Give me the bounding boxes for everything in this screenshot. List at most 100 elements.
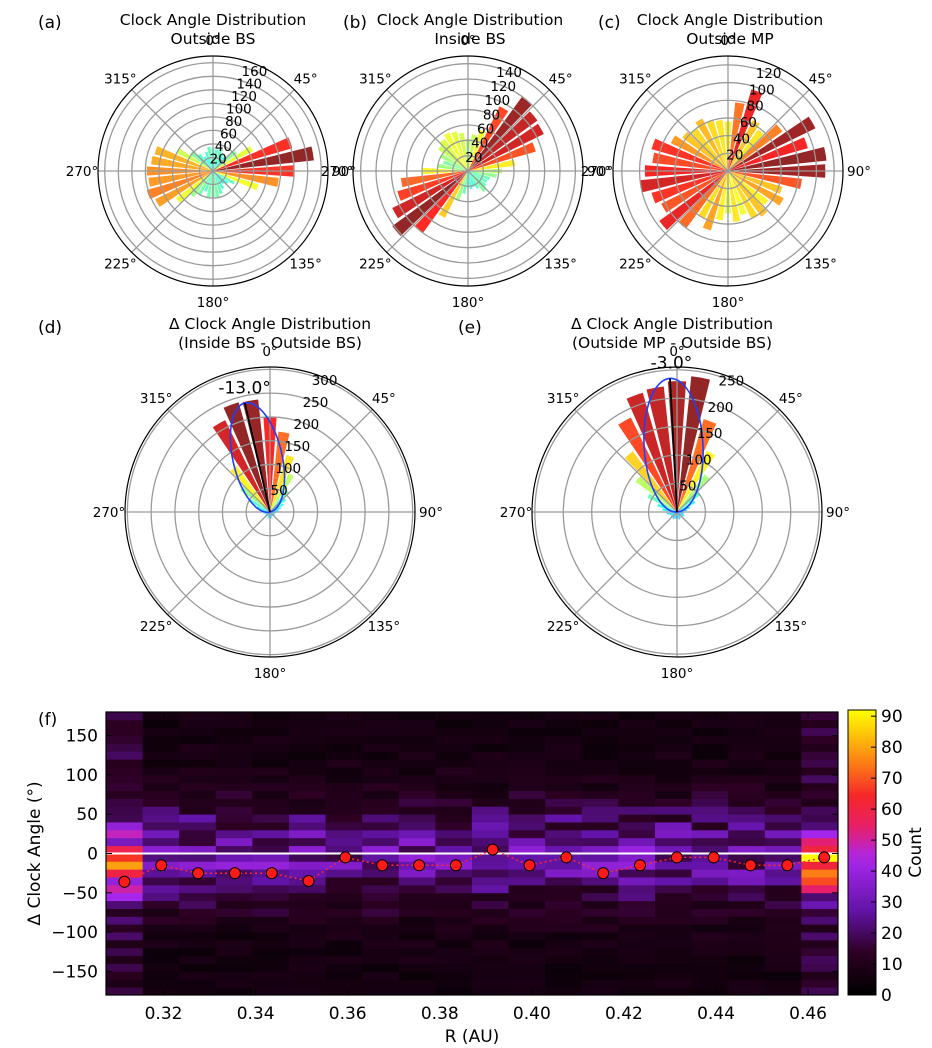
heatmap-cell — [801, 963, 839, 972]
polar-bar — [462, 171, 468, 194]
heatmap-cell — [508, 877, 546, 886]
heatmap-cell — [435, 924, 473, 933]
heatmap-cell — [398, 806, 436, 815]
heatmap-cell — [508, 892, 546, 902]
median-point — [523, 859, 536, 872]
colorbar-tick-label: 20 — [881, 924, 903, 944]
panel-title: Outside MP — [686, 30, 774, 48]
grid-spoke — [167, 409, 271, 513]
polar-bar — [728, 171, 783, 194]
heatmap-cell — [728, 743, 766, 752]
heatmap-cell — [801, 735, 839, 744]
colorbar-tick-label: 10 — [881, 955, 903, 975]
theta-label: 45° — [294, 71, 318, 87]
heatmap-cell — [655, 814, 692, 823]
heatmap-cell — [325, 774, 363, 784]
heatmap-cell — [618, 932, 656, 941]
heatmap-cell — [252, 979, 290, 988]
polar-bar — [249, 499, 270, 512]
polar-bar — [213, 149, 219, 171]
polar-bar — [677, 474, 710, 512]
panel-letter: (a) — [38, 13, 62, 33]
theta-label: 90° — [847, 164, 871, 180]
heatmap-cell — [691, 884, 729, 894]
heatmap-cell — [398, 939, 436, 949]
x-axis-label: R (AU) — [445, 1027, 500, 1047]
median-point — [192, 867, 205, 880]
heatmap-cell — [252, 955, 290, 964]
heatmap-cell — [435, 845, 473, 854]
heatmap-cell — [106, 759, 143, 768]
heatmap-cell — [215, 916, 253, 925]
heatmap-cell — [801, 837, 839, 847]
heatmap-cell — [655, 798, 692, 807]
panel-letter: (b) — [343, 13, 367, 33]
heatmap-cell — [764, 735, 802, 744]
heatmap-cell — [252, 892, 290, 902]
heatmap-cell — [581, 853, 619, 862]
heatmap-cell — [362, 759, 400, 768]
median-trend-line — [124, 848, 825, 883]
r-tick-label: 20 — [726, 148, 743, 164]
heatmap-cell — [691, 798, 729, 807]
heatmap-cell — [618, 822, 656, 831]
heatmap-cell — [691, 861, 729, 870]
heatmap-cell — [106, 884, 143, 894]
heatmap-panel: 0.32 0.34 0.36 0.38 0.40 0.42 0.44 0.46 −150 −100… — [25, 707, 926, 1047]
r-tick-label: 50 — [679, 479, 696, 495]
heatmap-cell — [508, 916, 546, 925]
heatmap-cell — [325, 727, 363, 736]
heatmap-cell — [472, 735, 509, 744]
polar-bar — [669, 512, 677, 516]
polar-bar — [240, 486, 270, 512]
heatmap-cell — [106, 782, 143, 792]
r-tick-label: 120 — [231, 89, 257, 105]
median-point — [486, 843, 499, 856]
r-tick-label: 20 — [465, 150, 482, 166]
heatmap-cell — [545, 869, 583, 878]
x-tick-label: 0.44 — [697, 1004, 735, 1024]
heatmap-cell — [252, 971, 290, 980]
heatmap-cell — [142, 947, 180, 957]
heatmap-cell — [545, 845, 583, 854]
heatmap-cell — [398, 908, 436, 917]
polar-bar — [440, 153, 468, 171]
heatmap-cell — [618, 751, 656, 760]
heatmap-cell — [508, 751, 546, 760]
median-point — [449, 859, 462, 872]
panel-title: Inside BS — [434, 30, 505, 48]
heatmap-cell — [801, 719, 839, 729]
heatmap-cell — [289, 947, 326, 957]
heatmap-cell — [398, 837, 436, 847]
heatmap-cell — [728, 916, 766, 925]
heatmap-cell — [215, 939, 253, 949]
median-point — [707, 851, 720, 864]
polar-bar — [468, 123, 544, 171]
heatmap-cell — [508, 869, 546, 878]
median-point — [744, 859, 757, 872]
theta-label: 270° — [66, 164, 99, 180]
heatmap-cell — [179, 947, 217, 957]
heatmap-cell — [801, 751, 839, 760]
r-tick-label: 150 — [697, 426, 723, 442]
heatmap-cell — [106, 822, 143, 831]
heatmap-cell — [728, 837, 766, 847]
heatmap-cell — [252, 884, 290, 894]
heatmap-cell — [362, 955, 400, 964]
heatmap-cell — [764, 869, 802, 878]
heatmap-cell — [508, 735, 546, 744]
heatmap-cell — [398, 971, 436, 980]
heatmap-cell — [801, 916, 839, 925]
heatmap-cell — [106, 947, 143, 957]
polar-bar — [444, 132, 468, 171]
heatmap-cell — [106, 861, 143, 870]
panel-title: Δ Clock Angle Distribution — [169, 315, 371, 333]
heatmap-cell — [801, 861, 839, 870]
heatmap-cell — [215, 790, 253, 799]
polar-bar — [646, 386, 677, 512]
heatmap-cell — [179, 853, 217, 862]
r-tick-label: 80 — [225, 114, 242, 130]
heatmap-cell — [691, 814, 729, 823]
heatmap-cell — [398, 743, 436, 752]
polar-bar — [677, 512, 684, 515]
